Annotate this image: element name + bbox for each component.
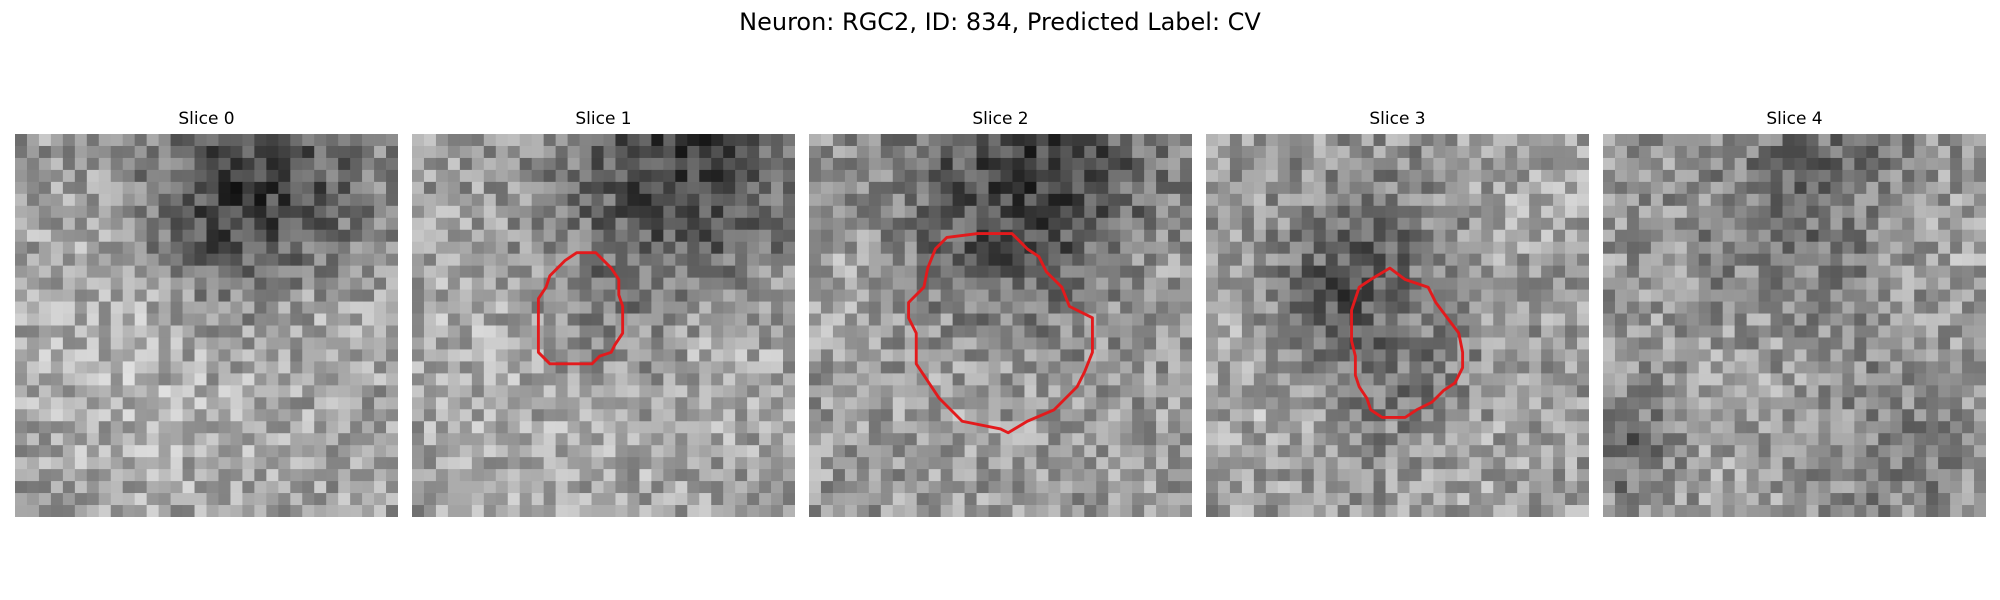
pixel-grid [1206, 134, 1589, 517]
slice-title: Slice 1 [575, 109, 632, 129]
slice-image [412, 134, 795, 517]
slice-image [809, 134, 1192, 517]
pixel-grid [1603, 134, 1986, 517]
slice-panel-4: Slice 4 [1603, 108, 1986, 518]
figure-title: Neuron: RGC2, ID: 834, Predicted Label: … [739, 8, 1261, 36]
roi-contour [1350, 266, 1465, 419]
slice-title: Slice 0 [178, 109, 235, 129]
slice-panel-2: Slice 2 [809, 108, 1192, 518]
slice-image [1603, 134, 1986, 517]
slice-image [1206, 134, 1589, 517]
roi-contour [536, 251, 625, 366]
pixel-grid [412, 134, 795, 517]
slice-panel-3: Slice 3 [1206, 108, 1589, 518]
pixel-grid [15, 134, 398, 517]
slice-title: Slice 2 [972, 109, 1029, 129]
slice-panel-1: Slice 1 [412, 108, 795, 518]
slice-title: Slice 3 [1369, 109, 1426, 129]
slice-title: Slice 4 [1766, 109, 1823, 129]
pixel-grid [809, 134, 1192, 517]
slice-image [15, 134, 398, 517]
slice-panel-0: Slice 0 [15, 108, 398, 518]
roi-contour [907, 232, 1094, 435]
